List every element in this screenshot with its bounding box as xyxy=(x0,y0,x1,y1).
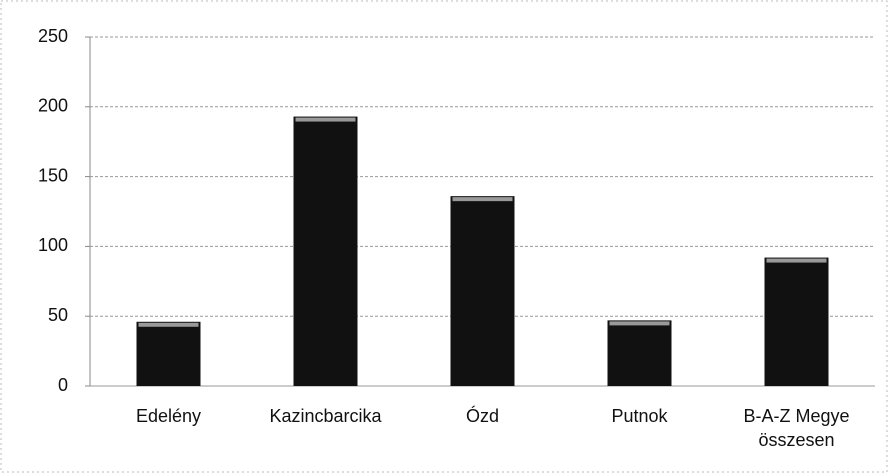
y-tick-label: 100 xyxy=(38,235,68,255)
x-tick-label: B-A-Z Megye összesen xyxy=(743,406,850,450)
bar xyxy=(136,321,201,386)
bar xyxy=(764,257,829,386)
bar-highlight xyxy=(138,322,199,327)
x-tick-label: Ózd xyxy=(465,406,499,426)
bar-highlight xyxy=(766,258,827,263)
x-tick-label: Edelény xyxy=(135,406,202,426)
x-tick-label: Putnok xyxy=(611,406,668,426)
x-tick-label: Kazincbarcika xyxy=(269,406,382,426)
y-tick-label: 0 xyxy=(58,375,68,395)
y-tick-label: 250 xyxy=(38,26,68,46)
bar-highlight xyxy=(295,117,356,122)
bar xyxy=(607,320,672,386)
bar xyxy=(450,196,515,386)
y-tick-label: 150 xyxy=(38,165,68,185)
y-tick-label: 50 xyxy=(48,305,68,325)
bar xyxy=(293,116,358,387)
bar-highlight xyxy=(609,321,670,326)
y-tick-label: 200 xyxy=(38,96,68,116)
bar-highlight xyxy=(452,197,513,202)
